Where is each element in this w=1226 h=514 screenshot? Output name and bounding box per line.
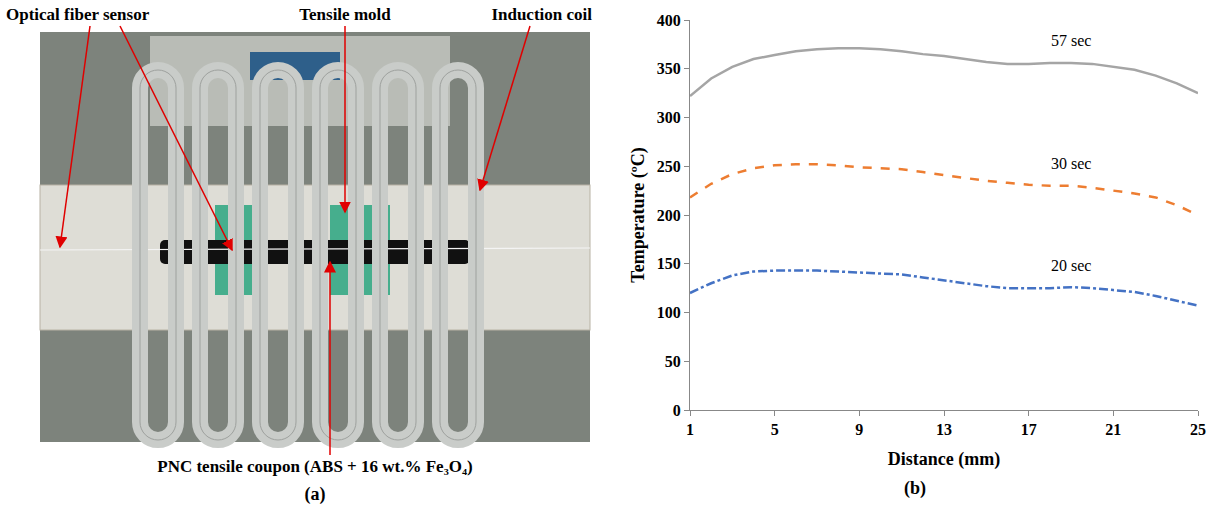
svg-text:0: 0 [673,402,681,419]
svg-text:150: 150 [657,255,681,272]
svg-text:17: 17 [1021,421,1037,438]
svg-text:1: 1 [686,421,694,438]
svg-text:57 sec: 57 sec [1051,32,1091,49]
svg-text:Induction coil: Induction coil [491,5,592,24]
svg-text:Temperature (ºC): Temperature (ºC) [628,147,649,282]
svg-text:(a): (a) [305,484,326,505]
svg-text:350: 350 [657,60,681,77]
svg-text:Tensile mold: Tensile mold [299,5,391,24]
svg-text:200: 200 [657,207,681,224]
svg-text:300: 300 [657,109,681,126]
svg-text:250: 250 [657,158,681,175]
svg-text:13: 13 [936,421,952,438]
svg-text:5: 5 [771,421,779,438]
svg-text:Optical fiber sensor: Optical fiber sensor [6,5,150,24]
html-text:(b): (b) [904,478,926,498]
svg-text:25: 25 [1190,421,1206,438]
svg-text:20 sec: 20 sec [1051,257,1091,274]
svg-text:30 sec: 30 sec [1051,155,1091,172]
svg-text:Distance (mm): Distance (mm) [888,449,1000,470]
svg-text:50: 50 [665,353,681,370]
svg-text:21: 21 [1105,421,1121,438]
svg-text:100: 100 [657,304,681,321]
svg-text:PNC tensile coupon (ABS + 16 w: PNC tensile coupon (ABS + 16 wt.% Fe₃O₄) [157,457,472,476]
svg-text:400: 400 [657,12,681,29]
svg-text:9: 9 [855,421,863,438]
